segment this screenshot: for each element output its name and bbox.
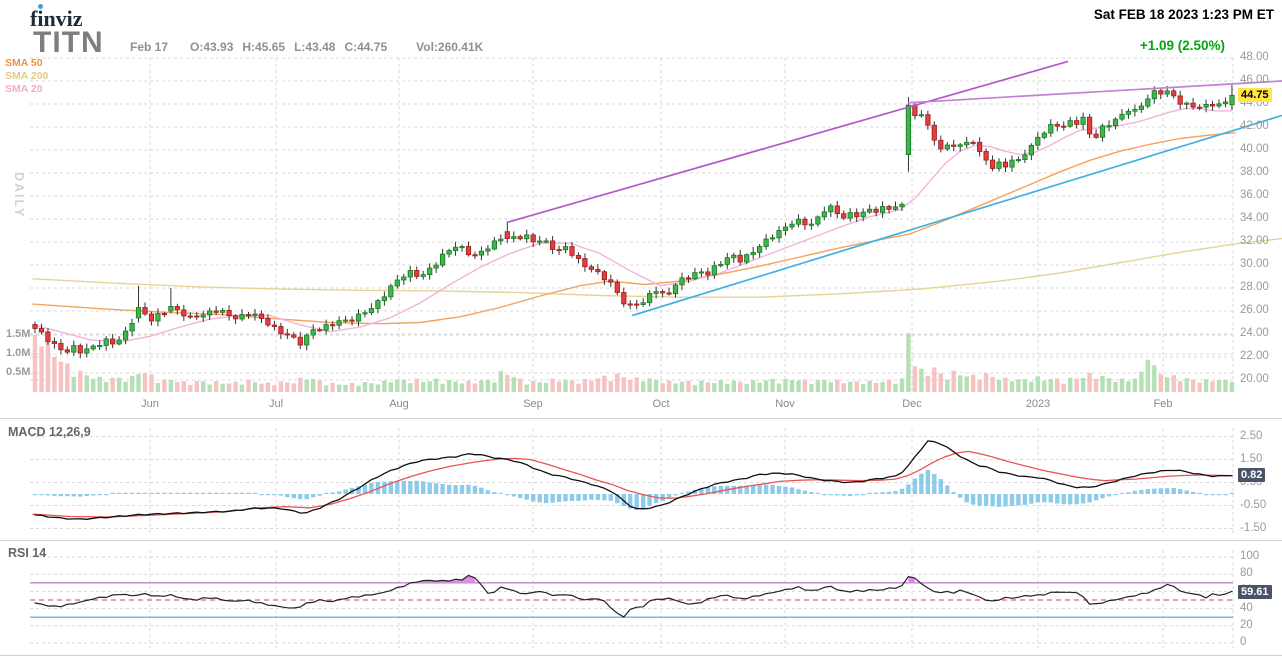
rsi-axis-label: 80 [1240,567,1253,580]
price-axis-label: 26.00 [1240,304,1269,316]
macd-value-badge: 0.82 [1238,468,1266,483]
price-axis-label: 48.00 [1240,51,1269,63]
price-axis-label: 30.00 [1240,258,1269,270]
rsi-axis-label: 100 [1240,550,1260,562]
price-axis-label: 32.00 [1240,235,1269,247]
sma200-legend: SMA 200 [5,70,49,82]
logo-dot-icon [38,4,43,9]
price-axis-label: 46.00 [1240,74,1269,86]
price-axis-label: 36.00 [1240,189,1269,201]
price-axis-label: 20.00 [1240,373,1269,385]
timeframe-label: DAILY [12,172,26,219]
sma50-legend: SMA 50 [5,57,43,69]
macd-axis-label: -0.50 [1240,498,1267,511]
quote-date: Feb 17 [130,40,169,54]
macd-axis-label: 1.50 [1240,452,1263,465]
timestamp: Sat FEB 18 2023 1:23 PM ET [1093,7,1274,22]
month-label: Aug [389,398,409,410]
price-axis-label: 40.00 [1240,143,1269,155]
month-label: Dec [902,398,922,410]
month-label: Jul [268,398,284,410]
price-axis-label: 22.00 [1240,350,1269,362]
volume-axis-label: 1.5M [6,328,31,340]
macd-axis-label: 2.50 [1240,429,1263,442]
month-label: Jun [141,398,159,410]
trendline-upper-channel [907,80,1282,104]
macd-layer [32,440,1235,520]
price-change: +1.09 (2.50%) [1139,38,1225,53]
last-price-badge: 44.75 [1238,88,1272,103]
quote-row: Feb 17 O:43.93 H:45.65 L:43.48 C:44.75 Vol:26… [130,40,492,54]
macd-axis-label: -1.50 [1240,521,1267,534]
trendlines-layer [506,60,1282,317]
price-axis-label: 42.00 [1240,120,1269,132]
ticker-symbol: TITN [33,26,104,59]
rsi-value-badge: 59.61 [1238,584,1272,599]
rsi-axis-label: 20 [1240,618,1253,631]
quote-high: H:45.65 [242,40,286,54]
month-label: Sep [523,398,543,410]
rsi-axis-label: 40 [1240,601,1253,614]
trendline-support-line [631,114,1282,317]
sma20-legend: SMA 20 [5,83,43,95]
quote-volume: Vol:260.41K [416,40,484,54]
month-label: 2023 [1025,398,1051,410]
volume-axis-label: 0.5M [6,366,31,378]
price-axis-label: 24.00 [1240,327,1269,339]
trendline-rising-resistance [506,60,1069,224]
quote-open: O:43.93 [190,40,234,54]
separators-layer [0,418,1282,656]
gridlines-layer [30,57,1234,648]
candles-layer [32,85,1235,359]
price-axis-label: 28.00 [1240,281,1269,293]
month-label: Oct [652,398,670,410]
quote-close: C:44.75 [344,40,388,54]
rsi-axis-label: 0 [1240,636,1247,648]
rsi-panel-label: RSI 14 [8,546,47,560]
finviz-logo[interactable]: finviz [30,6,83,31]
price-axis-label: 38.00 [1240,166,1269,178]
volume-bars-layer [32,333,1235,392]
macd-panel-label: MACD 12,26,9 [8,425,91,439]
rsi-layer [30,574,1233,618]
volume-axis-label: 1.0M [6,347,31,359]
month-label: Nov [775,398,795,410]
month-label: Feb [1153,398,1173,410]
quote-low: L:43.48 [294,40,336,54]
price-axis-label: 34.00 [1240,212,1269,224]
